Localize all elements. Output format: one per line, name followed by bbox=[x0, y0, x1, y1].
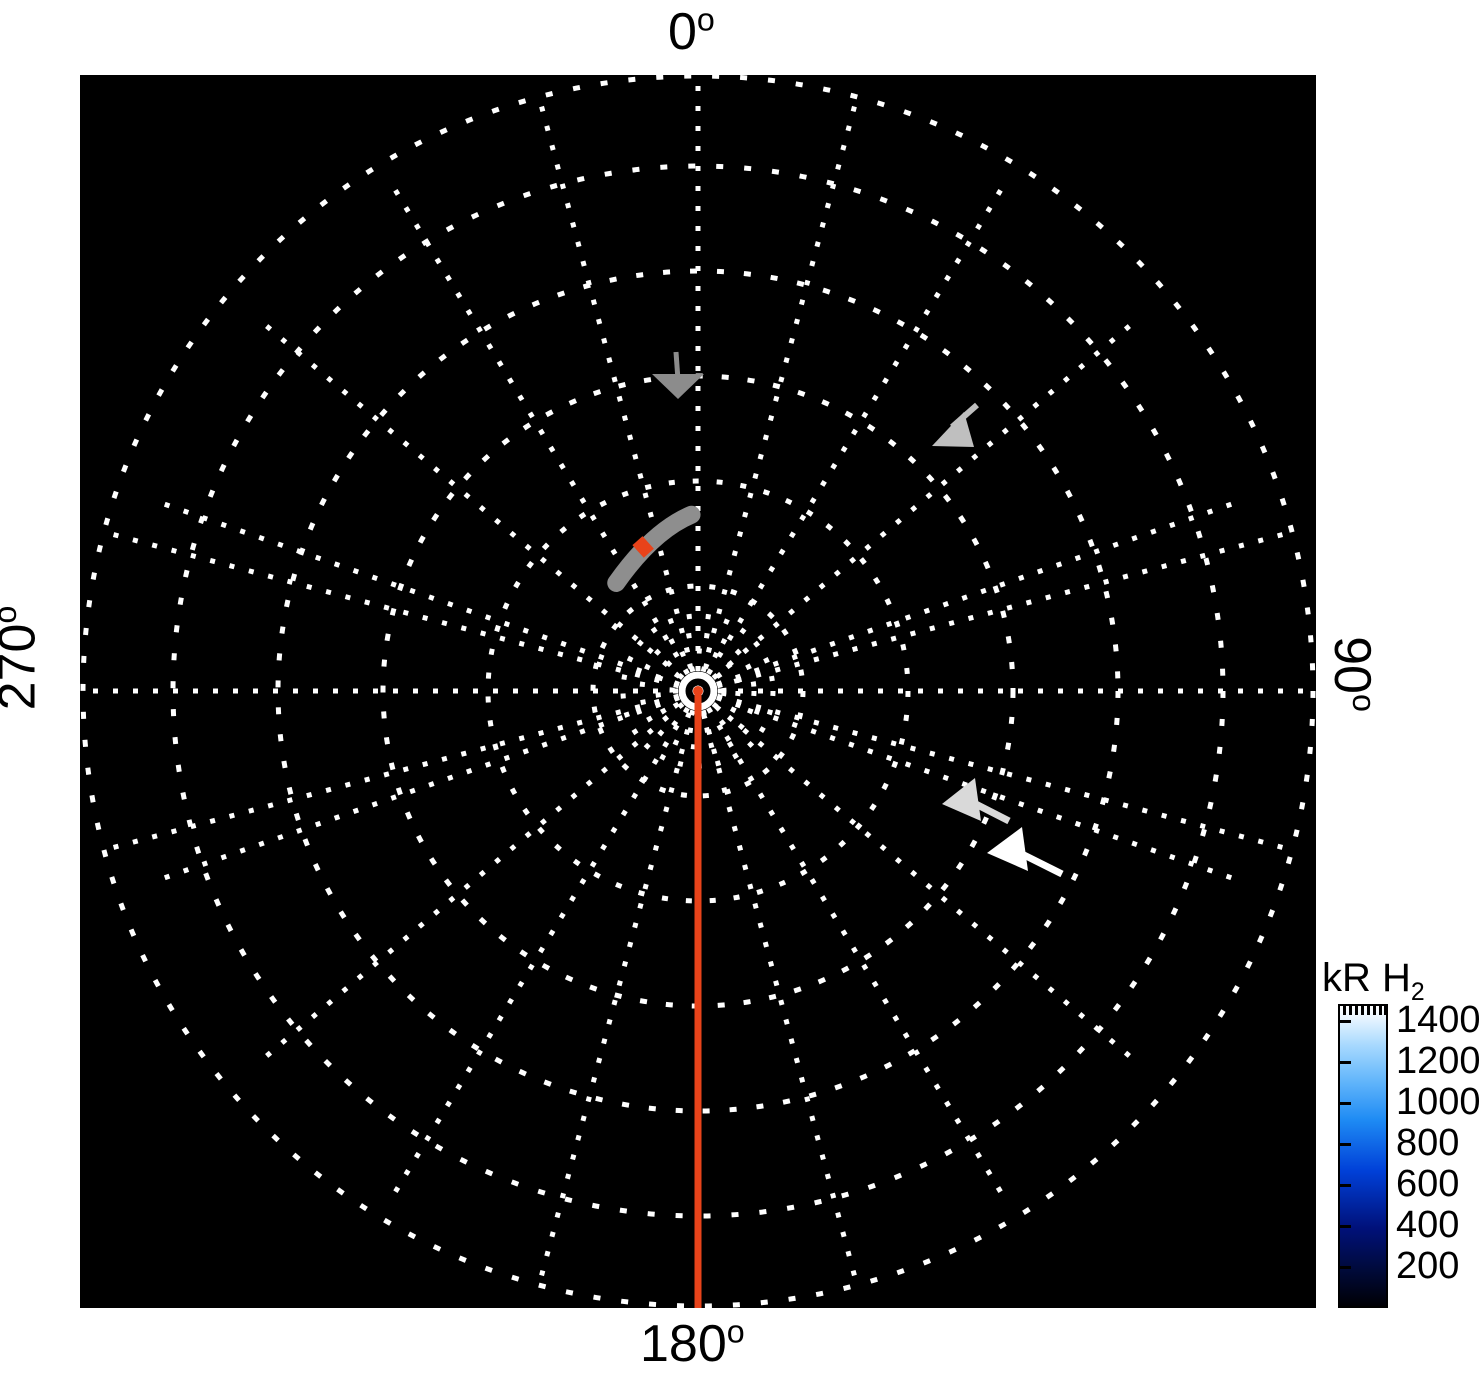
axis-label-270-deg: 270o bbox=[0, 606, 47, 711]
colorbar-tick bbox=[1340, 1061, 1351, 1064]
annotation-arrow-lower-right-upper bbox=[942, 778, 1011, 825]
colorbar-tick bbox=[1340, 1143, 1351, 1146]
colorbar: kR H2 1400 1200 1000 800 600 400 20 bbox=[1318, 950, 1481, 1350]
polar-grid-svg bbox=[80, 75, 1316, 1308]
auroral-arc bbox=[607, 505, 701, 592]
annotation-arrow-upper-right bbox=[932, 402, 979, 447]
colorbar-top-tick bbox=[1343, 1006, 1346, 1015]
colorbar-tick-label: 1400 bbox=[1396, 999, 1481, 1041]
colorbar-top-tick bbox=[1355, 1006, 1358, 1015]
colorbar-top-tick bbox=[1367, 1006, 1370, 1015]
colorbar-tick-label: 1200 bbox=[1396, 1040, 1481, 1082]
colorbar-tick bbox=[1340, 1102, 1351, 1105]
axis-label-180-deg: 180o bbox=[640, 1313, 745, 1373]
colorbar-tick-label: 1000 bbox=[1396, 1081, 1481, 1123]
annotation-arrow-lower-right-lower bbox=[987, 827, 1064, 878]
colorbar-tick bbox=[1340, 1266, 1351, 1269]
colorbar-tick-label: 200 bbox=[1396, 1245, 1460, 1287]
colorbar-gradient bbox=[1338, 1004, 1388, 1308]
auroral-arc-highlight bbox=[632, 536, 654, 558]
axis-label-90-deg: 90o bbox=[1322, 636, 1383, 712]
colorbar-tick-label: 800 bbox=[1396, 1122, 1460, 1164]
colorbar-tick-label: 600 bbox=[1396, 1163, 1460, 1205]
colorbar-top-tick bbox=[1349, 1006, 1352, 1015]
colorbar-top-tick bbox=[1373, 1006, 1376, 1015]
colorbar-title: kR H2 bbox=[1322, 956, 1425, 1006]
colorbar-top-tick bbox=[1384, 1006, 1387, 1015]
colorbar-top-tick bbox=[1379, 1006, 1382, 1015]
colorbar-top-tick bbox=[1361, 1006, 1364, 1015]
colorbar-tick bbox=[1340, 1020, 1351, 1023]
colorbar-tick bbox=[1340, 1184, 1351, 1187]
colorbar-tick-label: 400 bbox=[1396, 1204, 1460, 1246]
polar-spokes bbox=[83, 76, 1313, 1306]
polar-plot-panel bbox=[80, 75, 1316, 1308]
annotation-arrow-down bbox=[652, 351, 704, 399]
colorbar-tick bbox=[1340, 1225, 1351, 1228]
axis-label-0-deg: 0o bbox=[668, 1, 715, 61]
